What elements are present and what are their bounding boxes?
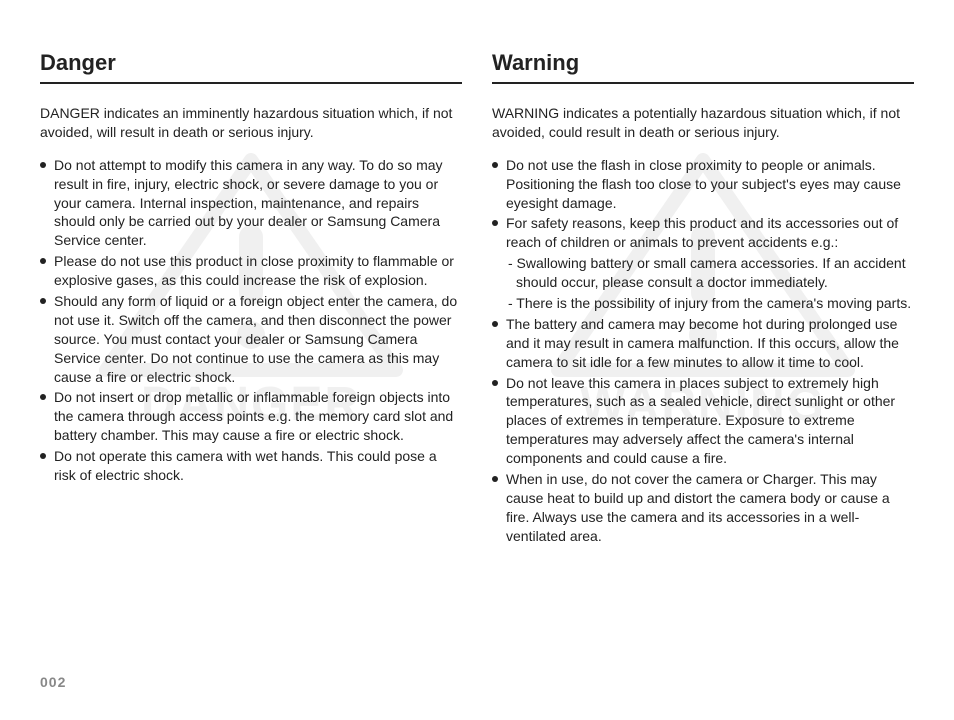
danger-heading: Danger: [40, 50, 462, 84]
warning-heading: Warning: [492, 50, 914, 84]
danger-bullets: Do not attempt to modify this camera in …: [40, 156, 462, 485]
warning-bullets: Do not use the flash in close proximity …: [492, 156, 914, 546]
danger-bullet: Do not insert or drop metallic or inflam…: [40, 388, 462, 445]
danger-column: DANGER Danger DANGER indicates an immine…: [40, 50, 462, 548]
danger-bullet: Please do not use this product in close …: [40, 252, 462, 290]
warning-column: WARNING Warning WARNING indicates a pote…: [492, 50, 914, 548]
warning-bullet: When in use, do not cover the camera or …: [492, 470, 914, 546]
page-number: 002: [40, 674, 66, 690]
warning-intro: WARNING indicates a potentially hazardou…: [492, 104, 914, 142]
danger-bullet: Should any form of liquid or a foreign o…: [40, 292, 462, 386]
warning-sub-bullet: - Swallowing battery or small camera acc…: [506, 254, 914, 292]
warning-bullet: Do not use the flash in close proximity …: [492, 156, 914, 213]
danger-bullet: Do not attempt to modify this camera in …: [40, 156, 462, 250]
danger-intro: DANGER indicates an imminently hazardous…: [40, 104, 462, 142]
danger-bullet: Do not operate this camera with wet hand…: [40, 447, 462, 485]
warning-bullet: The battery and camera may become hot du…: [492, 315, 914, 372]
warning-bullet: For safety reasons, keep this product an…: [492, 214, 914, 312]
warning-bullet: Do not leave this camera in places subje…: [492, 374, 914, 468]
warning-sub-bullet: - There is the possibility of injury fro…: [506, 294, 914, 313]
